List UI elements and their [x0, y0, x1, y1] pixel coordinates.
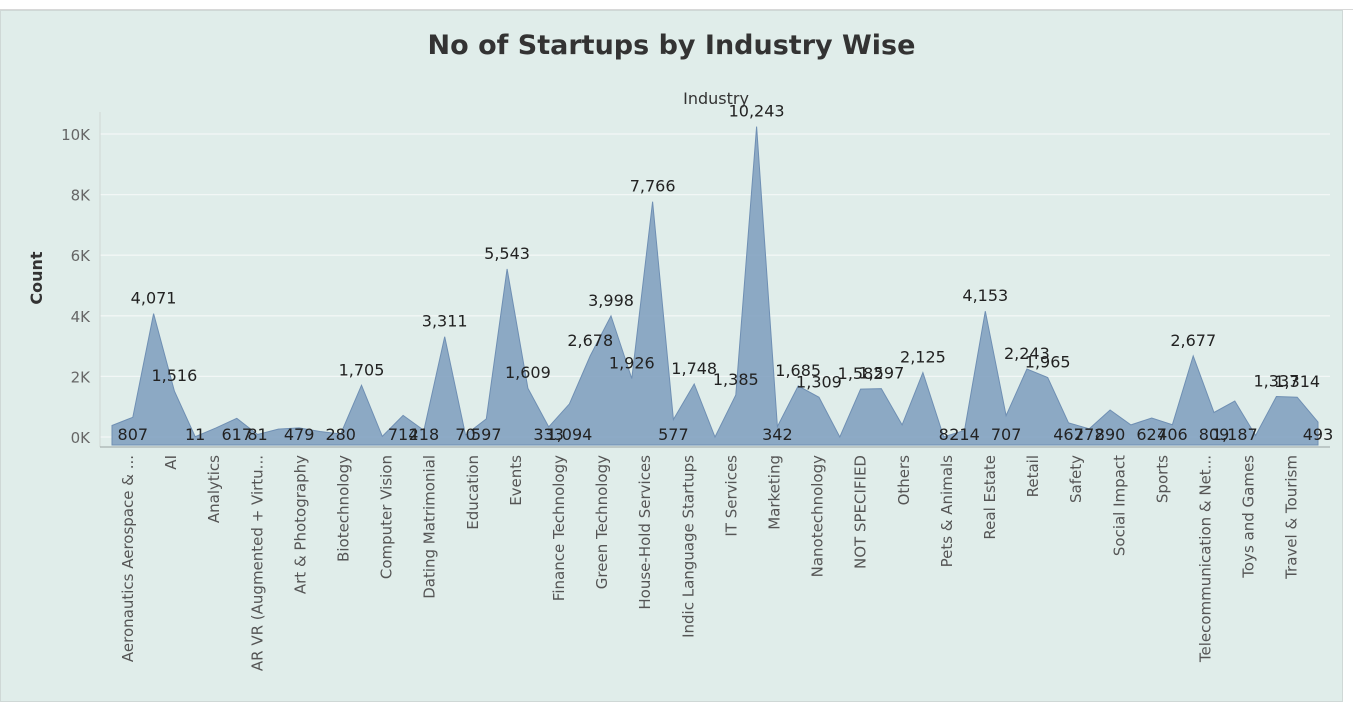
data-label: 406: [1157, 425, 1188, 444]
data-label: 333: [533, 425, 564, 444]
data-label: 1,516: [151, 366, 197, 385]
data-label: 280: [325, 425, 356, 444]
x-tick-label: Sports: [1153, 455, 1171, 503]
x-tick-label: Art & Photography: [291, 455, 309, 594]
x-tick-label: Travel & Tourism: [1283, 455, 1301, 580]
column-header: Industry: [683, 89, 749, 108]
data-label: 493: [1303, 425, 1334, 444]
y-tick-labels: 0K 2K 4K 6K 8K 10K: [61, 126, 91, 447]
x-tick-label: Real Estate: [981, 455, 999, 540]
data-label: 2,678: [567, 331, 613, 350]
data-label: 714: [388, 425, 419, 444]
x-tick-label: Nanotechnology: [809, 455, 827, 578]
data-label: 1,385: [713, 370, 759, 389]
data-label: 2,677: [1170, 331, 1216, 350]
data-label: 3,311: [422, 312, 468, 331]
x-tick-label: Marketing: [766, 455, 784, 530]
x-tick-label: Biotechnology: [335, 455, 353, 562]
x-tick-label: AR VR (Augmented + Virtu...: [248, 455, 266, 671]
x-tick-label: Toys and Games: [1240, 455, 1258, 579]
data-label: 467: [1053, 425, 1084, 444]
area-fill: [111, 126, 1319, 446]
data-label: 81: [247, 425, 267, 444]
data-label: 809: [1199, 425, 1230, 444]
y-tick-label: 10K: [61, 126, 91, 144]
chart-panel: [0, 10, 1343, 702]
x-tick-label: Aeronautics Aerospace & ...: [119, 455, 137, 662]
x-tick-label: Telecommunication & Net...: [1197, 455, 1215, 663]
x-tick-label: Social Impact: [1110, 455, 1128, 556]
chart-title: No of Startups by Industry Wise: [427, 30, 916, 61]
x-tick-label: Finance Technology: [550, 455, 568, 601]
x-tick-label: Others: [895, 455, 913, 506]
data-label: 1,705: [339, 360, 385, 379]
data-label: 1,609: [505, 363, 551, 382]
data-label: 707: [991, 425, 1022, 444]
data-label: 11: [185, 425, 205, 444]
data-label: 4,071: [131, 289, 177, 308]
data-label: 1,926: [609, 354, 655, 373]
y-tick-label: 0K: [71, 429, 92, 447]
y-axis-title: Count: [27, 251, 46, 305]
x-tick-label: Green Technology: [593, 455, 611, 589]
data-label: 1,685: [775, 361, 821, 380]
x-tick-label: Computer Vision: [378, 455, 396, 579]
data-label: 617: [221, 425, 252, 444]
data-label: 70: [455, 425, 475, 444]
data-label: 577: [658, 425, 689, 444]
data-label: 3,998: [588, 291, 634, 310]
data-label: 8: [939, 425, 949, 444]
data-label: 1,582: [838, 364, 884, 383]
data-label: 807: [118, 425, 149, 444]
y-tick-label: 6K: [71, 247, 92, 265]
x-tick-label: Pets & Animals: [938, 455, 956, 568]
y-tick-label: 2K: [71, 368, 92, 386]
data-label: 4,153: [962, 286, 1008, 305]
x-tick-label: AI: [162, 455, 180, 470]
y-tick-label: 4K: [71, 308, 92, 326]
data-label: 214: [949, 425, 980, 444]
x-tick-label: Retail: [1024, 455, 1042, 497]
data-label: 1,597: [858, 364, 904, 383]
data-label: 1,337: [1254, 371, 1300, 390]
data-label: 1,187: [1212, 425, 1258, 444]
y-tick-label: 8K: [71, 187, 92, 205]
data-label: 342: [762, 425, 793, 444]
data-label: 2,125: [900, 348, 946, 367]
x-tick-label: Analytics: [205, 455, 223, 523]
data-label: 272: [1074, 425, 1105, 444]
data-label: 627: [1136, 425, 1167, 444]
data-label: 1,965: [1025, 352, 1071, 371]
data-label: 1,314: [1274, 372, 1320, 391]
data-label: 479: [284, 425, 315, 444]
data-label: 5,543: [484, 244, 530, 263]
top-strip: [0, 0, 1353, 10]
data-label: 2,243: [1004, 344, 1050, 363]
data-label: 218: [409, 425, 440, 444]
data-label: 1,309: [796, 372, 842, 391]
x-tick-label: NOT SPECIFIED: [852, 455, 870, 569]
data-label: 7,766: [630, 177, 676, 196]
x-tick-label: Safety: [1067, 455, 1085, 503]
data-label: 890: [1095, 425, 1126, 444]
x-tick-label: Events: [507, 455, 525, 506]
x-tick-label: House-Hold Services: [636, 455, 654, 610]
x-tick-label: Dating Matrimonial: [421, 455, 439, 599]
x-tick-label: Education: [464, 455, 482, 530]
x-tick-label: IT Services: [722, 455, 740, 537]
data-label: 1,748: [671, 359, 717, 378]
data-label: 10,243: [729, 102, 785, 121]
x-tick-label: Indic Language Startups: [679, 455, 697, 638]
data-label: 597: [471, 425, 502, 444]
gridlines: [100, 133, 1330, 438]
area-series: [111, 126, 1319, 446]
x-tick-labels: Aeronautics Aerospace & ... AI Analytics AR…: [119, 455, 1301, 671]
data-label: 1,094: [547, 425, 593, 444]
